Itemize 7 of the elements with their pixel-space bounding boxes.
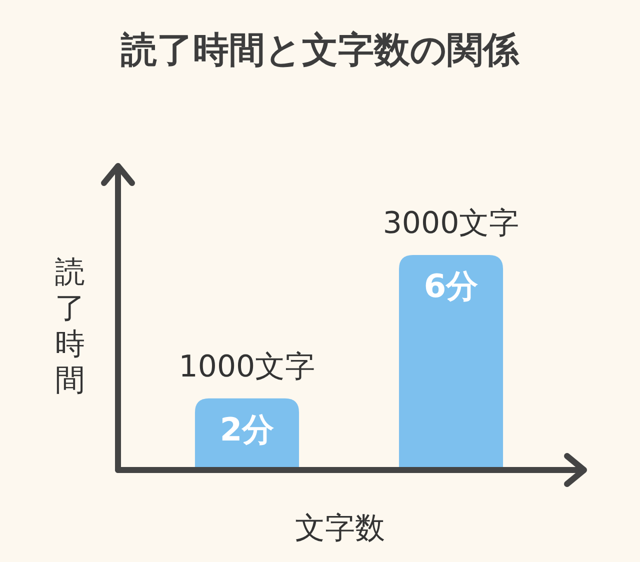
x-tick-label: 3000文字 bbox=[382, 206, 520, 241]
data-label: 6分 bbox=[424, 267, 478, 305]
chart-title: 読了時間と文字数の関係 bbox=[120, 30, 520, 71]
x-tick-label: 1000文字 bbox=[178, 349, 316, 384]
y-axis-title: 読了時間 bbox=[55, 255, 85, 398]
data-label: 2分 bbox=[220, 410, 274, 448]
x-axis-title: 文字数 bbox=[295, 511, 385, 546]
